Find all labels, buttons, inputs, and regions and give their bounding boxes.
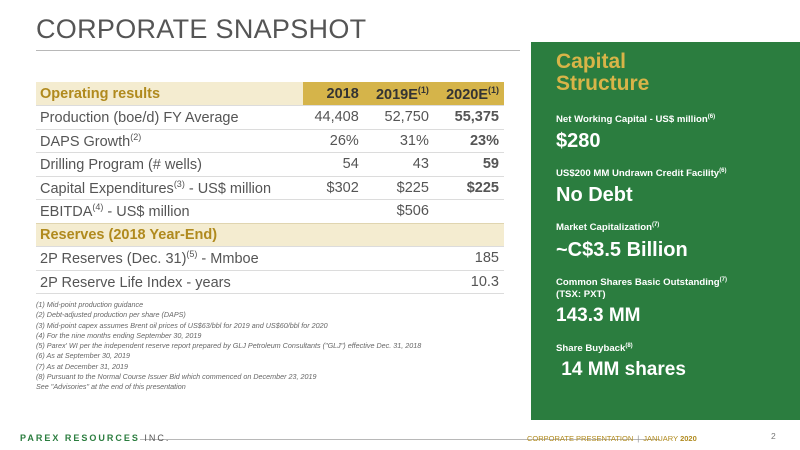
header-2019e: 2019E(1) bbox=[363, 82, 434, 106]
table-row: DAPS Growth(2) 26% 31% 23% bbox=[36, 128, 504, 153]
footnote: (8) Pursuant to the Normal Course Issuer… bbox=[36, 372, 317, 382]
footer-divider bbox=[140, 439, 660, 440]
credit-facility-value: No Debt bbox=[556, 184, 633, 207]
cell-2020e bbox=[433, 199, 504, 223]
market-cap-label: Market Capitalization(7) bbox=[556, 222, 660, 234]
row-label: DAPS Growth(2) bbox=[36, 128, 304, 153]
title-divider bbox=[36, 50, 520, 51]
credit-facility-label: US$200 MM Undrawn Credit Facility(6) bbox=[556, 168, 727, 180]
table-header-row: Operating results 2018 2019E(1) 2020E(1) bbox=[36, 82, 504, 106]
header-label: Operating results bbox=[36, 82, 304, 106]
market-cap-value: ~C$3.5 Billion bbox=[556, 238, 688, 261]
cell-2020e: 23% bbox=[433, 128, 504, 153]
reserves-header-row: Reserves (2018 Year-End) bbox=[36, 222, 504, 247]
net-working-capital-value: $280 bbox=[556, 130, 601, 153]
row-label: 2P Reserves (Dec. 31)(5) - Mmboe bbox=[36, 246, 434, 270]
shares-outstanding-value: 143.3 MM bbox=[556, 304, 641, 326]
table-row: Drilling Program (# wells) 54 43 59 bbox=[36, 152, 504, 176]
footnote: (4) For the nine months ending September… bbox=[36, 330, 202, 340]
panel-title: Capital Structure bbox=[556, 50, 650, 95]
footer-presentation-label: CORPORATE PRESENTATION | JANUARY 2020 bbox=[527, 434, 697, 443]
cell-2019e: 43 bbox=[363, 152, 434, 176]
table-row: EBITDA(4) - US$ million $506 bbox=[36, 199, 504, 223]
footnote: (3) Mid-point capex assumes Brent oil pr… bbox=[36, 320, 328, 330]
row-label: EBITDA(4) - US$ million bbox=[36, 199, 304, 223]
company-logo-text: PAREX RESOURCES INC. bbox=[20, 433, 171, 443]
share-buyback-value: 14 MM shares bbox=[556, 358, 686, 380]
table-row: 2P Reserves (Dec. 31)(5) - Mmboe 185 bbox=[36, 246, 504, 270]
page-title: CORPORATE SNAPSHOT bbox=[36, 14, 367, 44]
header-2020e: 2020E(1) bbox=[433, 82, 504, 106]
cell-2019e: $225 bbox=[363, 175, 434, 200]
footnote: (1) Mid-point production guidance bbox=[36, 300, 144, 309]
row-label: 2P Reserve Life Index - years bbox=[36, 269, 434, 294]
operating-results-table: Operating results 2018 2019E(1) 2020E(1)… bbox=[36, 82, 504, 294]
cell-value: 185 bbox=[433, 246, 504, 270]
footnote: (2) Debt-adjusted production per share (… bbox=[36, 310, 186, 320]
cell-value: 10.3 bbox=[433, 269, 504, 294]
cell-2020e: 59 bbox=[433, 152, 504, 176]
cell-2020e: $225 bbox=[433, 175, 504, 200]
shares-outstanding-label: Common Shares Basic Outstanding(7) (TSX: … bbox=[556, 276, 727, 300]
cell-2018 bbox=[303, 199, 364, 223]
cell-2018: 26% bbox=[303, 128, 364, 153]
cell-2019e: 31% bbox=[363, 128, 434, 153]
footnotes: (1) Mid-point production guidance (2) De… bbox=[36, 300, 421, 393]
cell-2018: 44,408 bbox=[303, 105, 364, 129]
reserves-header: Reserves (2018 Year-End) bbox=[36, 222, 504, 247]
header-2018: 2018 bbox=[303, 82, 364, 106]
cell-2018: $302 bbox=[303, 175, 364, 200]
capital-structure-panel: Capital Structure Net Working Capital - … bbox=[531, 42, 800, 420]
footnote: (7) As at December 31, 2019 bbox=[36, 361, 129, 371]
page-number: 2 bbox=[771, 431, 776, 441]
footnote: (5) Parex' WI per the independent reserv… bbox=[36, 341, 422, 351]
cell-2020e: 55,375 bbox=[433, 105, 504, 129]
table-row: Production (boe/d) FY Average 44,408 52,… bbox=[36, 105, 504, 129]
table-row: Capital Expenditures(3) - US$ million $3… bbox=[36, 175, 504, 200]
net-working-capital-label: Net Working Capital - US$ million(6) bbox=[556, 114, 716, 126]
cell-2019e: 52,750 bbox=[363, 105, 434, 129]
cell-2018: 54 bbox=[303, 152, 364, 176]
share-buyback-label: Share Buyback(8) bbox=[556, 342, 633, 354]
cell-2019e: $506 bbox=[363, 199, 434, 223]
row-label: Capital Expenditures(3) - US$ million bbox=[36, 175, 304, 200]
row-label: Drilling Program (# wells) bbox=[36, 152, 304, 176]
footnote: See "Advisories" at the end of this pres… bbox=[36, 382, 186, 392]
table-row: 2P Reserve Life Index - years 10.3 bbox=[36, 269, 504, 294]
row-label: Production (boe/d) FY Average bbox=[36, 105, 304, 129]
footnote: (6) As at September 30, 2019 bbox=[36, 351, 131, 361]
